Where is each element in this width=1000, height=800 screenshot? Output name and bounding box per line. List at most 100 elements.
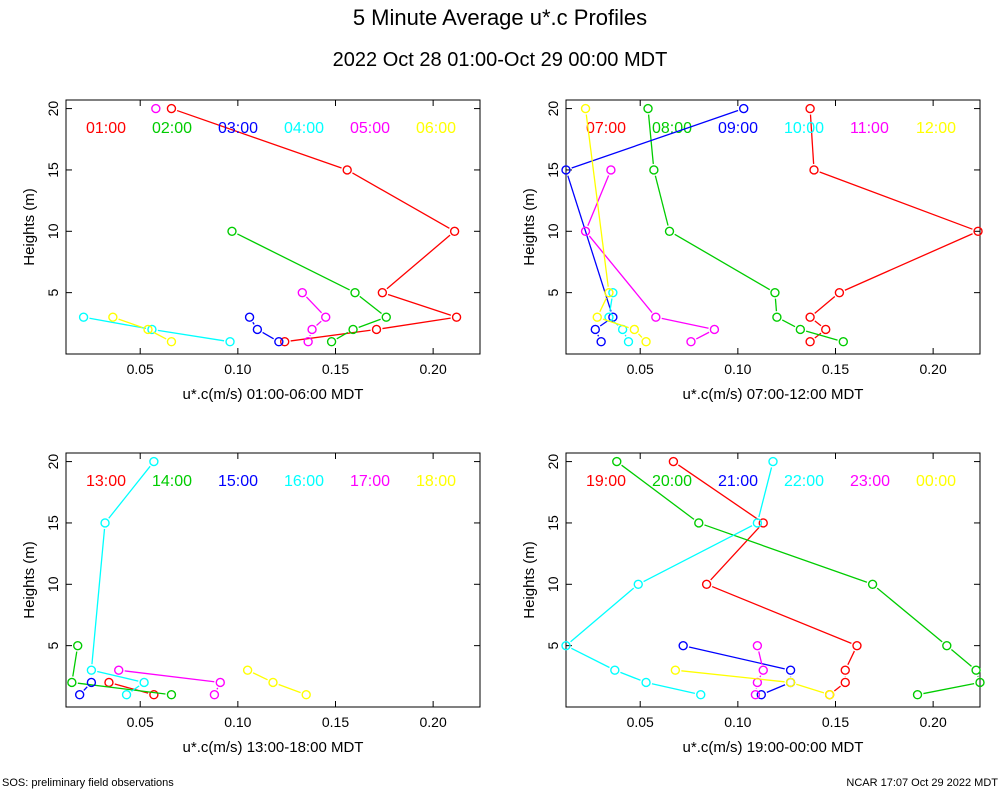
series-line-segment — [876, 587, 943, 643]
data-point — [641, 677, 651, 688]
legend-1300: 13:00 — [86, 473, 126, 490]
data-point — [592, 312, 602, 322]
data-point — [139, 677, 149, 688]
series-line-segment — [336, 331, 349, 340]
data-point — [561, 165, 571, 175]
data-point — [166, 337, 177, 347]
data-point — [86, 665, 97, 675]
x-tick-label: 0.05 — [627, 361, 654, 377]
data-point — [623, 337, 634, 347]
data-point — [838, 337, 849, 347]
series-line-segment — [620, 671, 641, 681]
data-point — [242, 665, 253, 675]
series-line-segment — [262, 331, 274, 340]
y-tick-label: 5 — [45, 289, 61, 297]
series-line-segment — [758, 651, 763, 665]
data-point — [596, 337, 606, 347]
x-tick-label: 0.20 — [420, 361, 447, 377]
series-line-segment — [252, 672, 268, 681]
data-point — [641, 337, 651, 347]
data-point — [805, 337, 815, 347]
series-line-segment — [588, 235, 653, 313]
series-line-segment — [711, 585, 852, 644]
data-point — [696, 690, 706, 700]
data-point — [772, 312, 782, 322]
series-0000 — [670, 665, 835, 700]
data-point — [840, 665, 850, 675]
series-line-segment — [278, 683, 301, 694]
series-line-segment — [567, 175, 612, 312]
y-tick-label: 5 — [545, 642, 561, 650]
y-axis-label: Heights (m) — [21, 188, 38, 266]
series-line-segment — [290, 329, 371, 342]
chart-title: 5 Minute Average u*.c Profiles — [353, 5, 647, 30]
legend-1200: 12:00 — [916, 120, 956, 137]
data-point — [643, 103, 653, 114]
data-point — [321, 312, 331, 322]
data-point — [561, 640, 571, 651]
chart-subtitle: 2022 Oct 28 01:00-Oct 29 00:00 MDT — [333, 49, 668, 71]
data-point — [912, 690, 923, 700]
y-tick-label: 5 — [545, 289, 561, 297]
plot-frame — [565, 99, 981, 355]
series-line-segment — [599, 297, 607, 313]
series-line-segment — [571, 647, 610, 669]
legend-0300: 03:00 — [218, 120, 258, 137]
series-line-segment — [833, 685, 841, 692]
series-line-segment — [758, 467, 773, 518]
data-point — [852, 640, 862, 651]
series-line-segment — [382, 317, 451, 330]
data-point — [975, 677, 985, 688]
data-point — [867, 579, 878, 589]
y-tick-label: 10 — [545, 223, 561, 239]
series-line-segment — [602, 318, 629, 329]
data-point — [104, 677, 114, 688]
data-point — [678, 640, 688, 651]
data-point — [821, 324, 831, 335]
series-1700 — [114, 665, 225, 700]
data-point — [768, 456, 778, 467]
data-point — [215, 677, 225, 688]
data-point — [274, 337, 284, 347]
data-point — [74, 690, 85, 700]
x-tick-label: 0.20 — [920, 361, 947, 377]
data-point — [350, 287, 360, 298]
series-line-segment — [570, 587, 635, 643]
series-line-segment — [124, 670, 215, 683]
data-point — [633, 579, 643, 589]
y-tick-label: 10 — [45, 223, 61, 239]
series-line-segment — [759, 675, 762, 678]
data-point — [840, 677, 850, 688]
series-line-segment — [599, 320, 609, 327]
data-point — [805, 103, 815, 114]
panel-1: 0.05 0.10 0.15 0.20 5 10 15 20 u*.c(m/s) 01:00-0… — [21, 99, 481, 403]
data-point — [809, 165, 819, 175]
plot-frame — [565, 452, 981, 708]
data-point — [580, 226, 591, 236]
y-tick-label: 15 — [45, 162, 61, 178]
series-line-segment — [83, 686, 88, 691]
series-0500 — [297, 287, 331, 347]
x-tick-label: 0.05 — [627, 714, 654, 730]
data-point — [686, 337, 696, 347]
y-tick-label: 20 — [545, 454, 561, 470]
series-line-segment — [677, 464, 759, 521]
data-point — [670, 665, 681, 675]
series-line-segment — [77, 682, 166, 695]
data-point — [297, 287, 307, 298]
data-point — [268, 677, 278, 688]
data-point — [668, 456, 679, 467]
x-tick-label: 0.15 — [822, 714, 849, 730]
legend-1400: 14:00 — [152, 473, 192, 490]
series-line-segment — [216, 687, 219, 690]
y-tick-label: 15 — [545, 162, 561, 178]
legend-1100: 11:00 — [850, 120, 889, 137]
data-point — [739, 103, 749, 114]
data-point — [377, 287, 388, 298]
data-point — [649, 165, 659, 175]
legend-2100: 21:00 — [718, 473, 758, 490]
data-point — [785, 677, 796, 688]
x-axis-label: u*.c(m/s) 01:00-06:00 MDT — [183, 386, 364, 403]
series-2200 — [561, 456, 778, 700]
series-line-segment — [176, 109, 342, 169]
